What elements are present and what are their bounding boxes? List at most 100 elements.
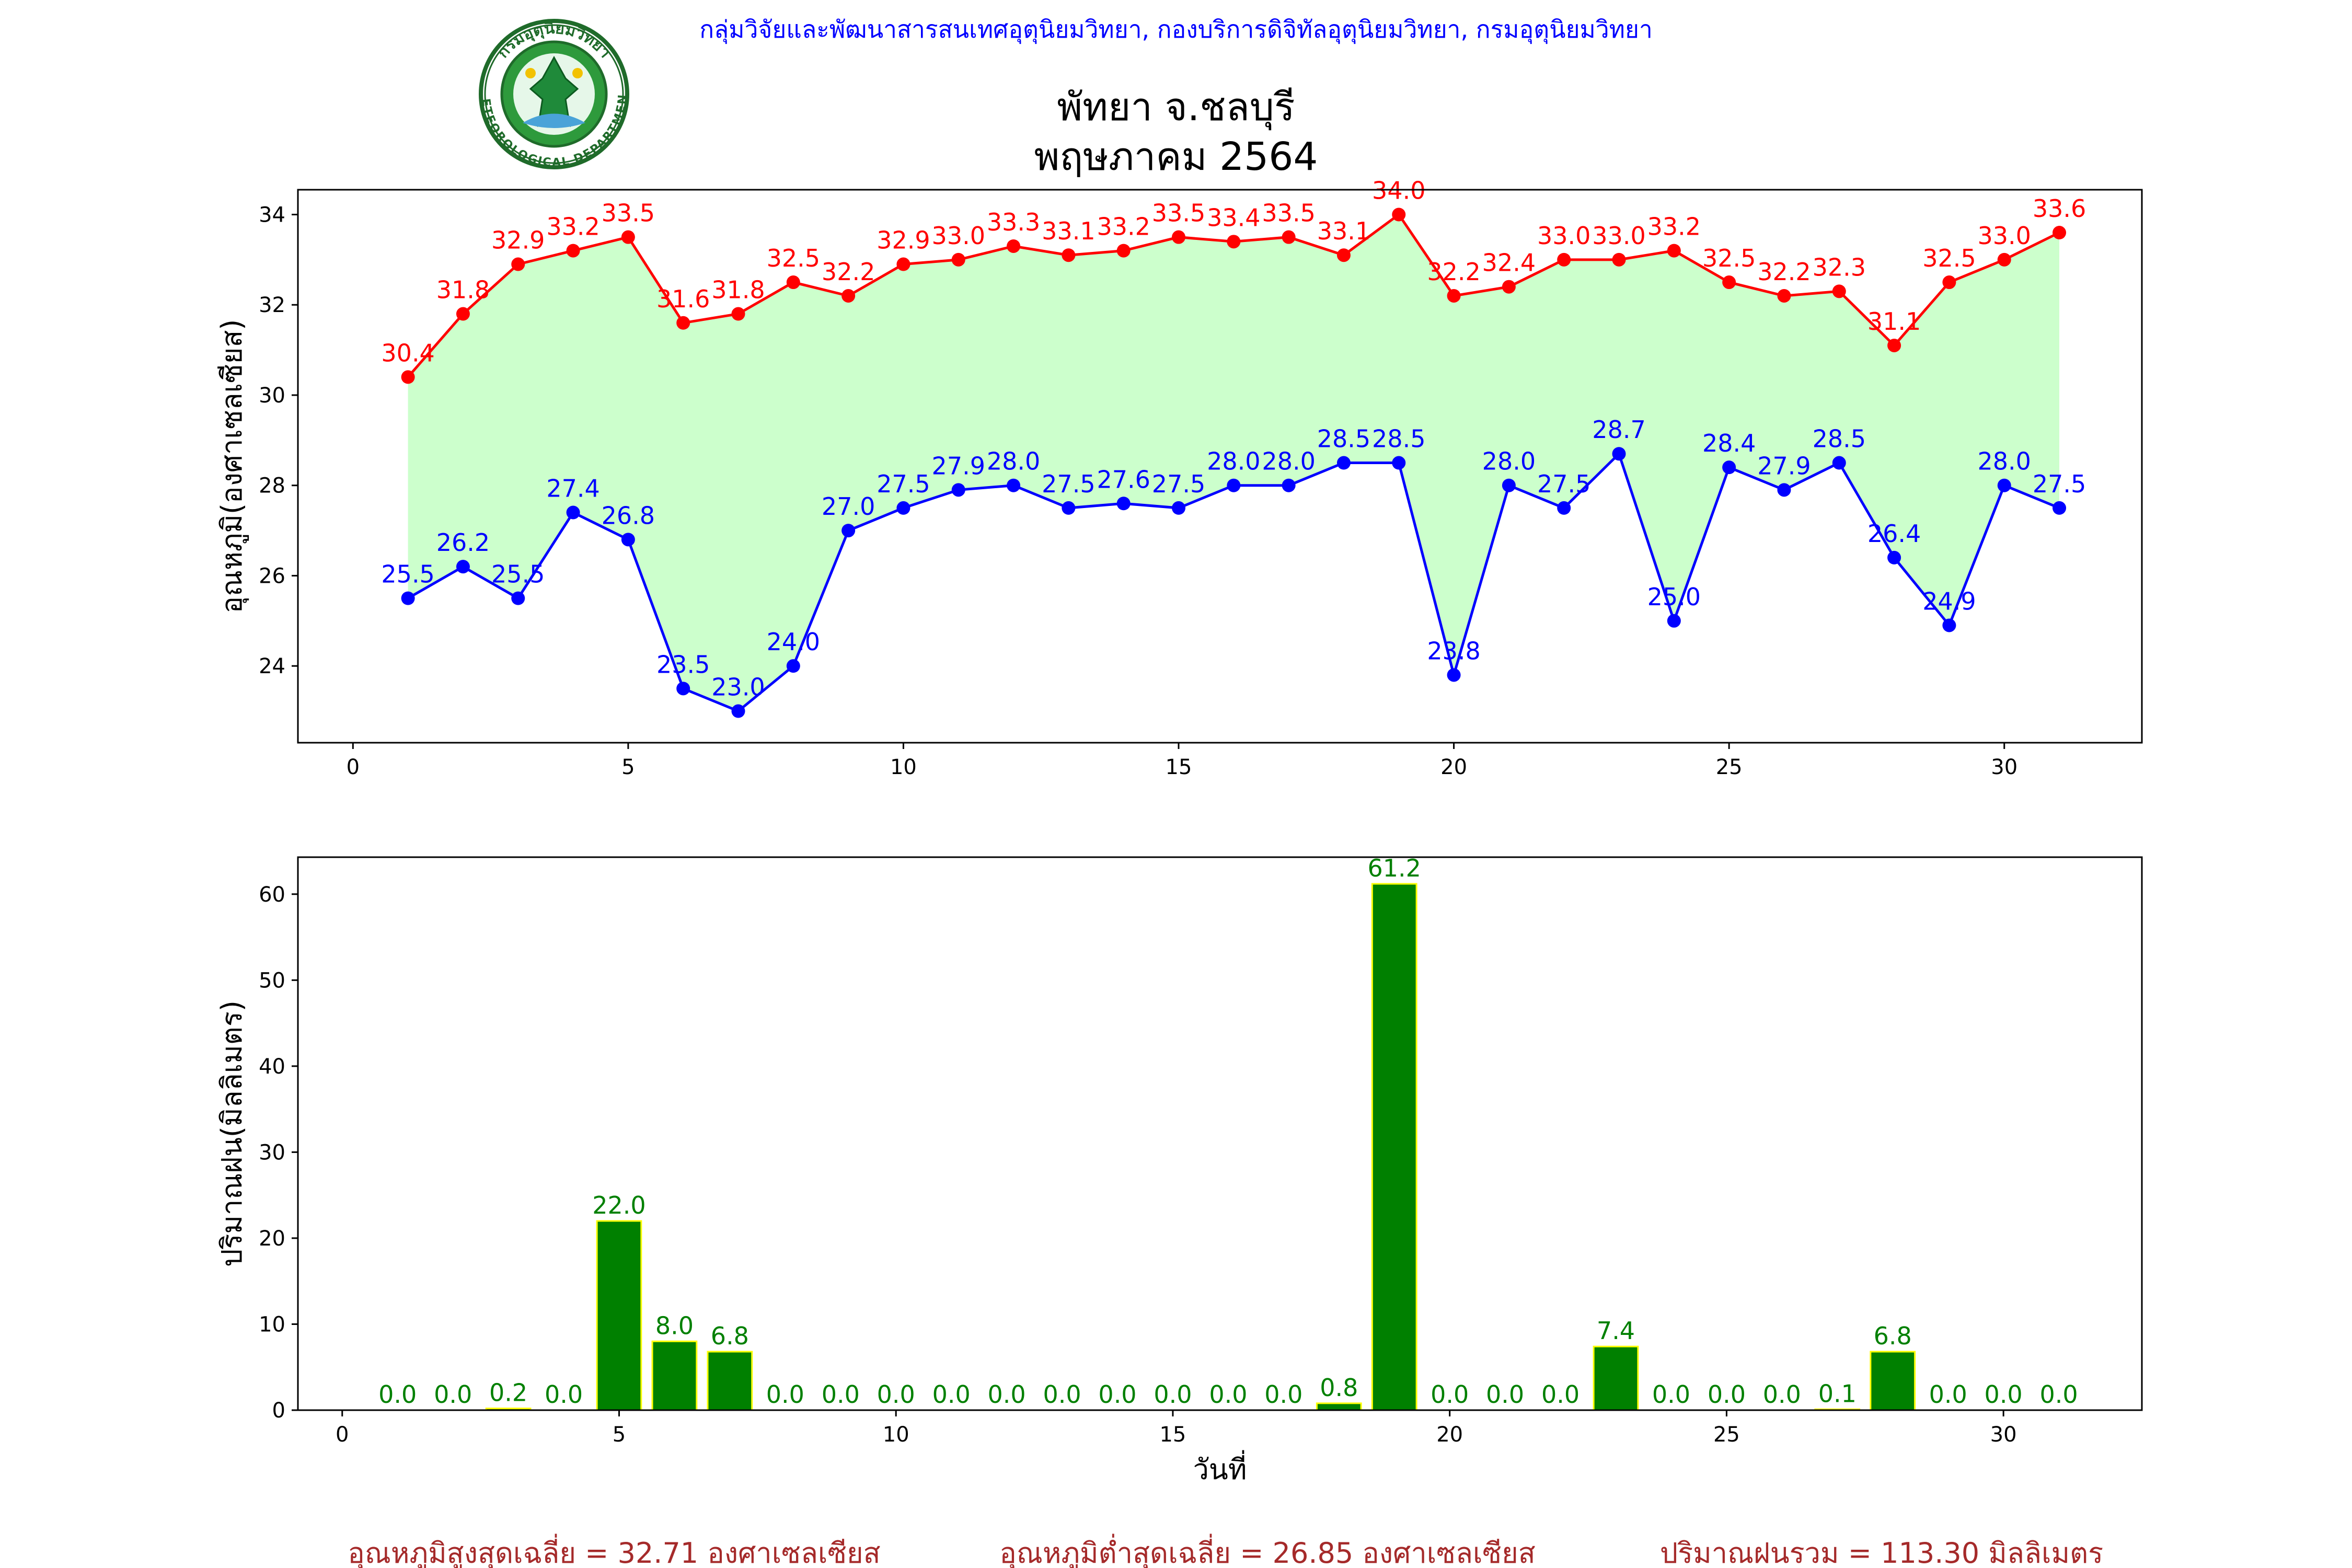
min-temp-data-label: 23.5 — [656, 650, 710, 678]
temp-y-tick-label: 30 — [259, 384, 285, 408]
max-temp-data-label: 31.1 — [1867, 307, 1921, 336]
rain-data-label: 0.0 — [1209, 1380, 1247, 1409]
max-temp-data-label: 33.5 — [602, 199, 655, 227]
min-temp-point — [511, 591, 525, 605]
min-temp-point — [841, 524, 856, 538]
min-temp-point — [1227, 478, 1241, 492]
rain-x-tick-label: 0 — [336, 1423, 349, 1447]
min-temp-data-label: 28.7 — [1592, 416, 1645, 444]
max-temp-point — [401, 370, 415, 384]
rainfall-x-axis-label: วันที่ — [1193, 1450, 1247, 1486]
temp-y-tick-label: 34 — [259, 203, 285, 227]
rain-y-tick-label: 10 — [259, 1312, 285, 1336]
min-temp-data-label: 25.5 — [381, 560, 434, 589]
max-temp-data-label: 30.4 — [381, 339, 434, 367]
temperature-fill-area — [408, 214, 2059, 711]
temperature-y-axis-label: อุณหภูมิ(องศาเซลเซียส) — [215, 319, 249, 614]
max-temp-point — [1392, 207, 1406, 222]
min-temp-data-label: 27.5 — [1152, 470, 1205, 498]
rain-data-label: 0.0 — [434, 1380, 472, 1409]
min-temp-data-label: 24.9 — [1922, 587, 1976, 615]
temp-y-tick-label: 26 — [259, 564, 285, 588]
min-temp-data-label: 27.0 — [822, 492, 875, 521]
max-temp-data-label: 33.0 — [1978, 222, 2031, 250]
min-temp-data-label: 27.6 — [1097, 465, 1150, 493]
max-temp-data-label: 32.2 — [1757, 258, 1811, 286]
min-temp-data-label: 27.4 — [546, 475, 599, 503]
temp-y-tick-label: 32 — [259, 293, 285, 317]
rain-data-label: 0.8 — [1320, 1374, 1358, 1402]
temp-x-tick-label: 10 — [890, 755, 917, 779]
rain-data-label: 0.0 — [1763, 1380, 1801, 1409]
rain-data-label: 0.0 — [1708, 1380, 1746, 1409]
min-temp-data-label: 27.5 — [2033, 470, 2086, 498]
max-temp-point — [841, 289, 856, 303]
max-temp-data-label: 33.2 — [1097, 213, 1150, 241]
max-temp-point — [731, 307, 745, 321]
rain-data-label: 0.0 — [1043, 1380, 1081, 1409]
max-temp-data-label: 33.6 — [2033, 194, 2086, 223]
max-temp-point — [1116, 244, 1131, 258]
min-temp-point — [1557, 501, 1571, 515]
temperature-range-fill — [408, 214, 2059, 711]
max-temp-point — [1722, 275, 1736, 290]
avg-max-temp-text: อุณหภูมิสูงสุดเฉลี่ย = 32.71 องศาเซลเซีย… — [348, 1534, 880, 1568]
temp-x-tick-label: 15 — [1166, 755, 1192, 779]
max-temp-data-label: 32.5 — [1702, 244, 1756, 272]
rain-x-tick-label: 10 — [883, 1423, 909, 1447]
min-temp-point — [896, 501, 910, 515]
min-temp-point — [1997, 478, 2011, 492]
min-temp-point — [1172, 501, 1186, 515]
max-temp-point — [1282, 230, 1296, 244]
temperature-chart: 30.431.832.9 33.2 33.531.6 31.832.5 32.232.9… — [215, 177, 2143, 779]
rain-y-tick-label: 50 — [259, 969, 285, 993]
min-temp-data-label: 27.9 — [1757, 452, 1811, 480]
rain-data-label: 0.0 — [2040, 1380, 2078, 1409]
min-temp-point — [621, 533, 635, 547]
max-temp-point — [786, 275, 800, 290]
rain-data-label: 0.0 — [1486, 1380, 1524, 1409]
rain-y-tick-label: 20 — [259, 1227, 285, 1251]
min-temp-data-label: 25.0 — [1647, 583, 1701, 611]
min-temp-data-label: 23.0 — [711, 673, 765, 701]
max-temp-point — [1832, 284, 1846, 298]
rain-x-tick-label: 30 — [1990, 1423, 2017, 1447]
min-temp-point — [2053, 501, 2067, 515]
rainfall-chart: 0.0 0.0 0.2 0.0 22.0 8.0 6.8 0.0 0.0 0.0 0.0 0.0 0.0… — [215, 854, 2143, 1486]
rain-data-label: 6.8 — [1874, 1322, 1912, 1350]
max-temp-data-label: 31.8 — [436, 276, 490, 304]
max-temp-data-label: 33.0 — [932, 222, 985, 250]
rain-data-label: 0.0 — [1154, 1380, 1192, 1409]
min-temp-data-label: 28.5 — [1813, 425, 1866, 453]
min-temp-data-label: 28.5 — [1372, 425, 1425, 453]
min-temp-data-label: 27.9 — [932, 452, 985, 480]
min-temp-data-label: 25.5 — [491, 560, 545, 589]
rain-x-tick-label: 15 — [1159, 1423, 1186, 1447]
max-temp-point — [1062, 248, 1076, 262]
max-temp-data-label: 33.1 — [1042, 217, 1095, 245]
max-temp-data-label: 32.9 — [491, 226, 545, 255]
min-temp-point — [1062, 501, 1076, 515]
min-temp-data-label: 28.0 — [1262, 447, 1315, 476]
max-temp-data-label: 32.4 — [1482, 249, 1536, 277]
min-temp-point — [951, 483, 965, 497]
min-temp-data-label: 26.4 — [1867, 520, 1921, 548]
rain-data-label: 0.0 — [932, 1380, 971, 1409]
max-temp-data-label: 33.2 — [1647, 213, 1701, 241]
chart-title-line1: พัทยา จ.ชลบุรี — [1057, 85, 1295, 131]
max-temp-data-label: 33.0 — [1537, 222, 1590, 250]
rain-data-label: 0.0 — [1431, 1380, 1469, 1409]
max-temp-data-label: 32.2 — [822, 258, 875, 286]
rain-x-tick-label: 5 — [613, 1423, 626, 1447]
max-temp-data-label: 32.5 — [767, 244, 820, 272]
min-temp-point — [1667, 614, 1681, 628]
max-temp-point — [511, 257, 525, 271]
rain-data-label: 0.0 — [1929, 1380, 1967, 1409]
min-temp-point — [1612, 447, 1626, 461]
min-temp-point — [1336, 456, 1351, 470]
temp-x-tick-label: 0 — [347, 755, 360, 779]
max-temp-point — [2053, 226, 2067, 240]
min-temp-data-label: 28.4 — [1702, 429, 1756, 457]
rain-data-label: 0.0 — [1985, 1380, 2023, 1409]
